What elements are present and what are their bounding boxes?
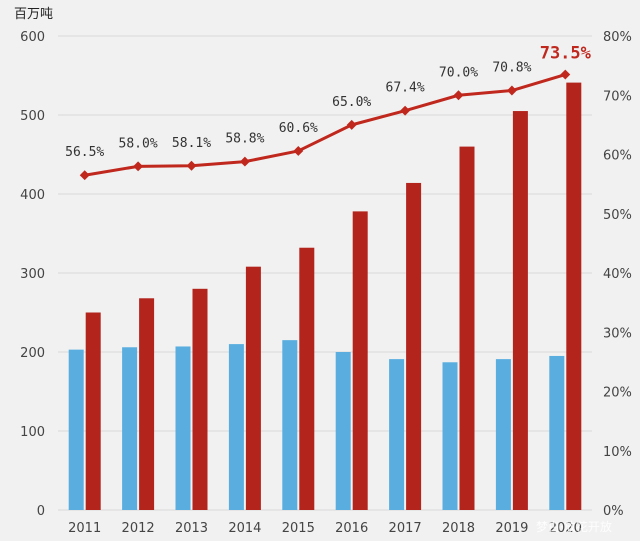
x-tick-label: 2020 (549, 521, 582, 536)
bars (68, 82, 582, 511)
bar-blue (389, 359, 405, 510)
data-label-highlight: 73.5% (540, 44, 592, 64)
line-marker (79, 170, 90, 181)
line-marker (506, 85, 517, 96)
bar-red (245, 266, 261, 510)
bar-red (139, 298, 155, 510)
x-tick-label: 2015 (282, 521, 315, 536)
axes: 0 100 200 300 400 500 600 0% 10% 20% 30% 40% 50% 60% 7… (20, 30, 632, 536)
bar-red (352, 211, 368, 510)
line-path (84, 73, 566, 177)
data-label: 65.0% (332, 95, 371, 110)
line-marker (453, 90, 464, 101)
y-axis-unit-label: 百万吨 (14, 7, 53, 22)
bar-blue (549, 355, 565, 510)
y2-tick-label: 50% (603, 208, 632, 223)
x-tick-label: 2014 (228, 521, 261, 536)
data-label: 60.6% (279, 121, 318, 136)
bar-blue (442, 362, 458, 510)
line-series (79, 69, 571, 181)
gridlines (58, 35, 592, 511)
line-marker (186, 160, 197, 171)
x-tick-label: 2019 (495, 521, 528, 536)
x-tick-label: 2016 (335, 521, 368, 536)
y2-tick-label: 80% (603, 30, 632, 45)
data-label: 56.5% (65, 145, 104, 160)
bar-red (459, 146, 475, 510)
x-tick-label: 2017 (389, 521, 422, 536)
y2-tick-label: 10% (603, 445, 632, 460)
data-labels: 56.5% 58.0% 58.1% 58.8% 60.6% 65.0% 67.4% 70.0%… (65, 44, 592, 161)
data-label: 70.0% (439, 65, 478, 80)
bar-blue (495, 359, 511, 510)
bar-blue (68, 349, 84, 510)
line-marker (293, 145, 304, 156)
bar-blue (122, 347, 138, 510)
y2-tick-label: 70% (603, 89, 632, 104)
line-marker (239, 156, 250, 167)
y2-tick-label: 0% (603, 504, 624, 519)
x-tick-label: 2013 (175, 521, 208, 536)
bar-blue (335, 352, 351, 510)
data-label: 58.8% (225, 132, 264, 147)
data-label: 58.1% (172, 136, 211, 151)
x-tick-label: 2018 (442, 521, 475, 536)
line-marker (346, 119, 357, 130)
bar-red (566, 82, 582, 511)
line-marker (133, 161, 144, 172)
y-tick-label: 0 (37, 504, 45, 519)
y2-tick-label: 20% (603, 386, 632, 401)
data-label: 67.4% (386, 81, 425, 96)
y2-tick-label: 40% (603, 267, 632, 282)
y-tick-label: 500 (20, 109, 45, 124)
bar-red (299, 247, 315, 510)
data-label: 70.8% (492, 61, 531, 76)
line-marker (560, 69, 571, 80)
watermark-text: 梦白·放花开放 (536, 519, 612, 534)
y-tick-label: 300 (20, 267, 45, 282)
bar-red (85, 312, 101, 510)
y-tick-label: 400 (20, 188, 45, 203)
x-tick-label: 2012 (122, 521, 155, 536)
line-marker (400, 105, 411, 116)
y2-tick-label: 30% (603, 326, 632, 341)
bar-red (512, 111, 528, 511)
bar-blue (175, 346, 191, 510)
bar-blue (282, 340, 298, 510)
x-tick-label: 2011 (68, 521, 101, 536)
y-tick-label: 100 (20, 425, 45, 440)
bar-red (406, 182, 422, 510)
y2-tick-label: 60% (603, 149, 632, 164)
data-label: 58.0% (119, 136, 158, 151)
bar-blue (228, 344, 244, 510)
y-tick-label: 200 (20, 346, 45, 361)
y-tick-label: 600 (20, 30, 45, 45)
bar-red (192, 288, 208, 510)
